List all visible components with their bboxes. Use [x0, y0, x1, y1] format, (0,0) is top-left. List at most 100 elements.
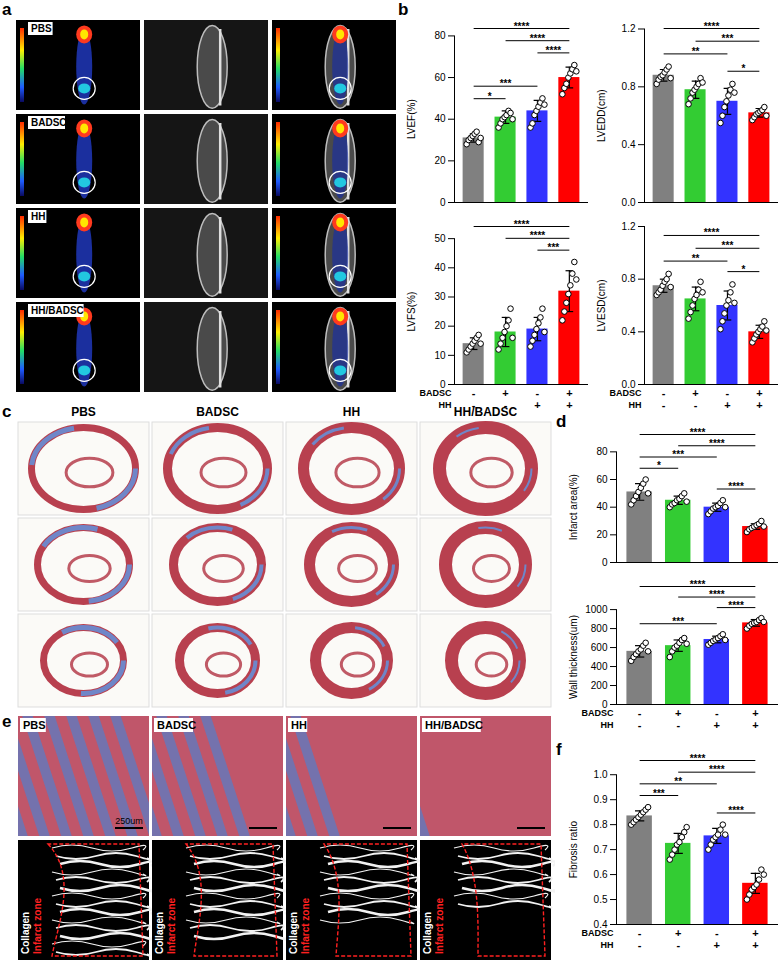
svg-text:Infarct area(%): Infarct area(%)	[568, 474, 579, 540]
svg-text:HH: HH	[291, 719, 307, 731]
svg-text:****: ****	[690, 579, 706, 590]
svg-text:80: 80	[434, 30, 446, 41]
svg-text:**: **	[674, 776, 682, 787]
svg-text:1.2: 1.2	[622, 23, 636, 34]
svg-text:-: -	[715, 927, 719, 939]
svg-text:BADSC: BADSC	[581, 708, 614, 718]
svg-text:+: +	[502, 387, 508, 399]
svg-text:+: +	[566, 399, 572, 411]
svg-text:-: -	[638, 707, 642, 719]
svg-text:PBS: PBS	[31, 23, 52, 34]
svg-text:1.2: 1.2	[622, 221, 636, 232]
svg-text:10: 10	[434, 350, 446, 361]
svg-text:0.7: 0.7	[594, 844, 608, 855]
svg-text:+: +	[752, 927, 758, 939]
svg-text:+: +	[752, 719, 758, 731]
svg-text:+: +	[714, 719, 720, 731]
svg-text:LVEF(%): LVEF(%)	[406, 99, 417, 139]
svg-text:0: 0	[602, 557, 608, 568]
svg-text:-: -	[472, 387, 476, 399]
svg-text:****: ****	[709, 589, 725, 600]
svg-text:0: 0	[440, 197, 446, 208]
svg-text:HH: HH	[601, 720, 614, 730]
svg-text:**: **	[692, 253, 700, 264]
svg-text:0.4: 0.4	[622, 139, 636, 150]
svg-text:-: -	[715, 707, 719, 719]
svg-text:***: ***	[672, 449, 684, 460]
svg-text:30: 30	[434, 291, 446, 302]
svg-text:****: ****	[728, 805, 744, 816]
svg-text:+: +	[752, 939, 758, 951]
svg-text:50: 50	[434, 233, 446, 244]
svg-text:**: **	[692, 46, 700, 57]
svg-text:800: 800	[591, 623, 608, 634]
svg-text:HH: HH	[629, 400, 642, 410]
svg-text:***: ***	[500, 78, 512, 89]
svg-text:HH: HH	[439, 400, 452, 410]
svg-text:+: +	[566, 387, 572, 399]
svg-text:Collagen: Collagen	[154, 912, 165, 954]
svg-text:+: +	[752, 707, 758, 719]
svg-text:LVFS(%): LVFS(%)	[406, 292, 417, 332]
svg-text:20: 20	[434, 155, 446, 166]
svg-text:Collagen: Collagen	[422, 912, 433, 954]
svg-text:200: 200	[591, 680, 608, 691]
svg-text:BADSC: BADSC	[31, 117, 67, 128]
svg-text:****: ****	[709, 438, 725, 449]
svg-text:+: +	[714, 939, 720, 951]
svg-text:-: -	[676, 939, 680, 951]
svg-text:0.9: 0.9	[594, 794, 608, 805]
svg-text:400: 400	[591, 661, 608, 672]
svg-text:-: -	[694, 399, 698, 411]
svg-text:****: ****	[704, 227, 720, 238]
svg-text:***: ***	[548, 242, 560, 253]
svg-text:40: 40	[434, 113, 446, 124]
svg-text:80: 80	[596, 446, 608, 457]
svg-text:600: 600	[591, 642, 608, 653]
svg-text:BADSC: BADSC	[419, 388, 452, 398]
svg-text:****: ****	[530, 33, 546, 44]
svg-text:Collagen: Collagen	[288, 912, 299, 954]
svg-text:BADSC: BADSC	[196, 405, 239, 419]
svg-text:-: -	[504, 399, 508, 411]
svg-text:****: ****	[709, 764, 725, 775]
svg-text:250um: 250um	[115, 816, 143, 826]
svg-text:LVEDD(cm): LVEDD(cm)	[596, 89, 607, 142]
svg-text:BADSC: BADSC	[609, 388, 642, 398]
svg-text:****: ****	[690, 427, 706, 438]
svg-text:20: 20	[596, 529, 608, 540]
svg-text:*: *	[657, 460, 661, 471]
svg-text:Infarct zone: Infarct zone	[434, 897, 445, 954]
svg-text:*: *	[741, 264, 745, 275]
svg-text:-: -	[726, 387, 730, 399]
svg-text:HH: HH	[601, 940, 614, 950]
svg-text:0.8: 0.8	[594, 819, 608, 830]
svg-text:***: ***	[653, 788, 665, 799]
svg-text:Infarct zone: Infarct zone	[300, 897, 311, 954]
svg-text:Infarct zone: Infarct zone	[166, 897, 177, 954]
svg-text:Fibrosis ratio: Fibrosis ratio	[568, 821, 579, 879]
svg-text:****: ****	[530, 230, 546, 241]
svg-text:0.5: 0.5	[594, 894, 608, 905]
svg-text:+: +	[675, 927, 681, 939]
svg-text:0.8: 0.8	[622, 273, 636, 284]
svg-text:HH: HH	[31, 211, 45, 222]
svg-text:0.8: 0.8	[622, 81, 636, 92]
svg-text:+: +	[692, 387, 698, 399]
svg-text:HH/BADSC: HH/BADSC	[425, 719, 483, 731]
svg-text:****: ****	[546, 45, 562, 56]
svg-text:HH/BADSC: HH/BADSC	[31, 305, 84, 316]
svg-text:***: ***	[722, 240, 734, 251]
svg-text:+: +	[756, 399, 762, 411]
svg-text:-: -	[676, 719, 680, 731]
svg-text:****: ****	[514, 219, 530, 230]
svg-text:BADSC: BADSC	[157, 719, 196, 731]
svg-text:****: ****	[704, 21, 720, 32]
svg-text:LVESD(cm): LVESD(cm)	[596, 279, 607, 331]
svg-text:*: *	[488, 91, 492, 102]
svg-text:-: -	[662, 399, 666, 411]
svg-text:1000: 1000	[585, 604, 608, 615]
svg-text:****: ****	[690, 753, 706, 764]
svg-text:****: ****	[514, 21, 530, 32]
svg-text:***: ***	[722, 33, 734, 44]
